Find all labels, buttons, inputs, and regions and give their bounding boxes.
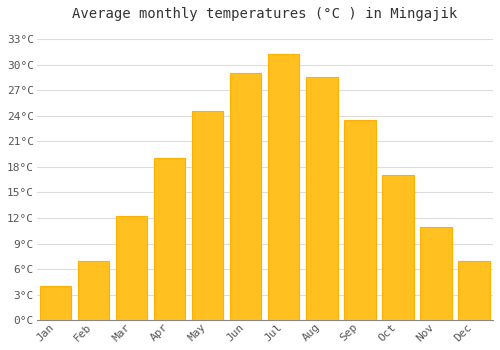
Bar [154,158,186,320]
Bar [382,175,414,320]
Bar [306,77,338,320]
Bar [344,120,376,320]
Bar [420,226,452,320]
Bar [458,261,490,320]
Bar [192,112,224,320]
Bar [268,54,300,320]
Bar [116,216,148,320]
Bar [230,73,262,320]
Title: Average monthly temperatures (°C ) in Mingajik: Average monthly temperatures (°C ) in Mi… [72,7,458,21]
Bar [78,261,110,320]
Bar [40,286,72,320]
